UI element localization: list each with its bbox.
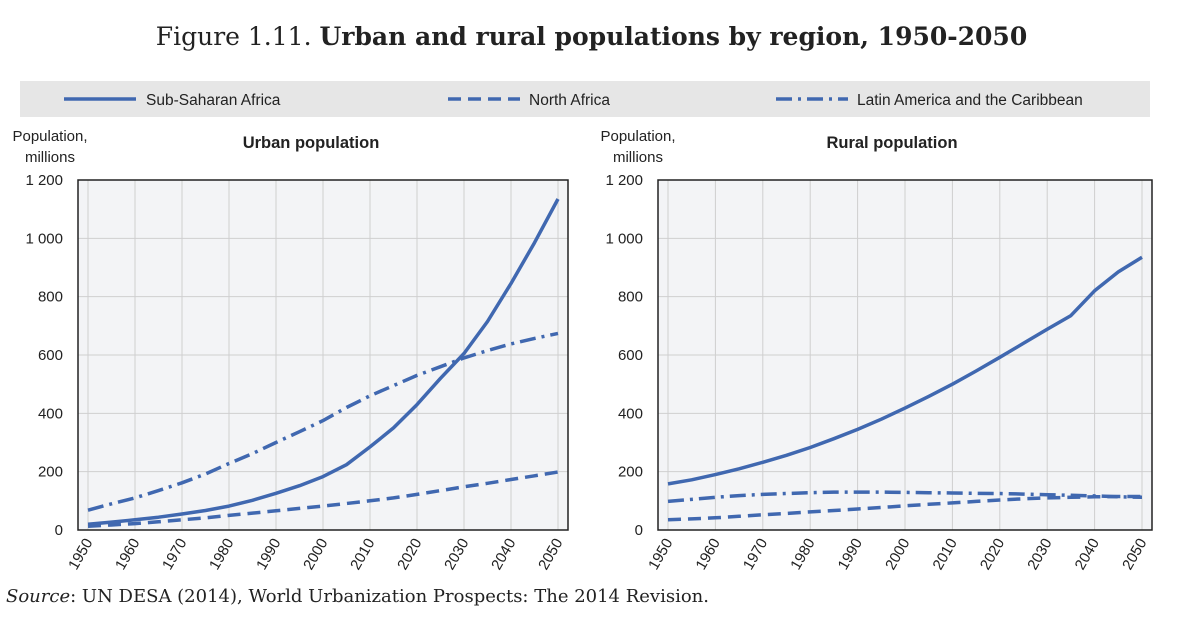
plot-frame <box>657 179 1153 531</box>
x-tick-label: 1950 <box>65 536 96 573</box>
series-line-sub-saharan-africa <box>87 198 560 526</box>
x-tick-label: 2050 <box>535 536 566 573</box>
figure-number: Figure 1.11. <box>155 22 312 51</box>
x-tick-label: 1960 <box>692 536 723 573</box>
x-tick-label: 1970 <box>740 536 771 573</box>
panel-title: Urban population <box>243 134 380 152</box>
series-line-latin-america <box>87 331 559 512</box>
source-label: Source <box>6 586 71 607</box>
figure-title: Figure 1.11. Urban and rural populations… <box>0 22 1183 51</box>
y-tick-label: 1 200 <box>605 172 643 189</box>
y-tick-label: 1 000 <box>605 230 643 247</box>
y-tick-label: 400 <box>618 405 643 422</box>
chart-panel-urban: 0 200 400 600 800 1 000 1 200 1950 1960 1970 1980 1… <box>12 128 569 573</box>
series-line-latin-america <box>667 490 1143 504</box>
x-tick-label: 2000 <box>300 536 331 573</box>
y-tick-label: 200 <box>618 464 643 481</box>
y-tick-label: 1 200 <box>25 172 63 189</box>
x-tick-label: 1950 <box>645 536 676 573</box>
x-tick-label: 1990 <box>253 536 284 573</box>
x-tick-label: 2020 <box>394 536 425 573</box>
y-tick-label: 1 000 <box>25 230 63 247</box>
legend-label-latin-america: Latin America and the Caribbean <box>857 92 1083 109</box>
x-tick-label: 2000 <box>882 536 913 573</box>
panel-title: Rural population <box>826 134 957 152</box>
y-axis-label: Population, <box>12 128 87 145</box>
y-tick-label: 0 <box>55 522 63 539</box>
x-tick-label: 2030 <box>441 536 472 573</box>
x-tick-label: 2030 <box>1024 536 1055 573</box>
x-tick-label: 1980 <box>787 536 818 573</box>
x-tick-label: 1990 <box>835 536 866 573</box>
legend: Sub-Saharan Africa North Africa Latin Am… <box>64 92 1083 109</box>
plot-frame <box>77 179 569 531</box>
y-axis-label: millions <box>613 149 663 166</box>
y-axis-label: Population, <box>600 128 675 145</box>
y-tick-label: 800 <box>38 289 63 306</box>
y-tick-label: 200 <box>38 464 63 481</box>
chart-panel-rural: 0 200 400 600 800 1 000 1 200 1950 1960 1970 1980 1… <box>600 128 1153 573</box>
source-text: : UN DESA (2014), World Urbanization Pro… <box>70 586 709 607</box>
y-axis-label: millions <box>25 149 75 166</box>
x-tick-label: 2050 <box>1119 536 1150 573</box>
x-tick-label: 2010 <box>929 536 960 573</box>
x-tick-label: 2010 <box>347 536 378 573</box>
legend-background <box>20 81 1150 117</box>
x-tick-label: 2040 <box>488 536 519 573</box>
source-note: Source: UN DESA (2014), World Urbanizati… <box>6 586 709 607</box>
x-tick-label: 1980 <box>206 536 237 573</box>
y-tick-label: 600 <box>38 347 63 364</box>
x-tick-label: 2020 <box>977 536 1008 573</box>
y-tick-label: 800 <box>618 289 643 306</box>
x-tick-label: 1970 <box>159 536 190 573</box>
figure-title-text: Urban and rural populations by region, 1… <box>319 22 1028 51</box>
x-tick-label: 1960 <box>112 536 143 573</box>
legend-label-north-africa: North Africa <box>529 92 610 109</box>
y-tick-label: 0 <box>635 522 643 539</box>
y-tick-label: 600 <box>618 347 643 364</box>
x-tick-label: 2040 <box>1072 536 1103 573</box>
y-tick-label: 400 <box>38 405 63 422</box>
series-line-sub-saharan-africa <box>667 255 1143 486</box>
legend-label-sub-saharan-africa: Sub-Saharan Africa <box>146 92 281 109</box>
